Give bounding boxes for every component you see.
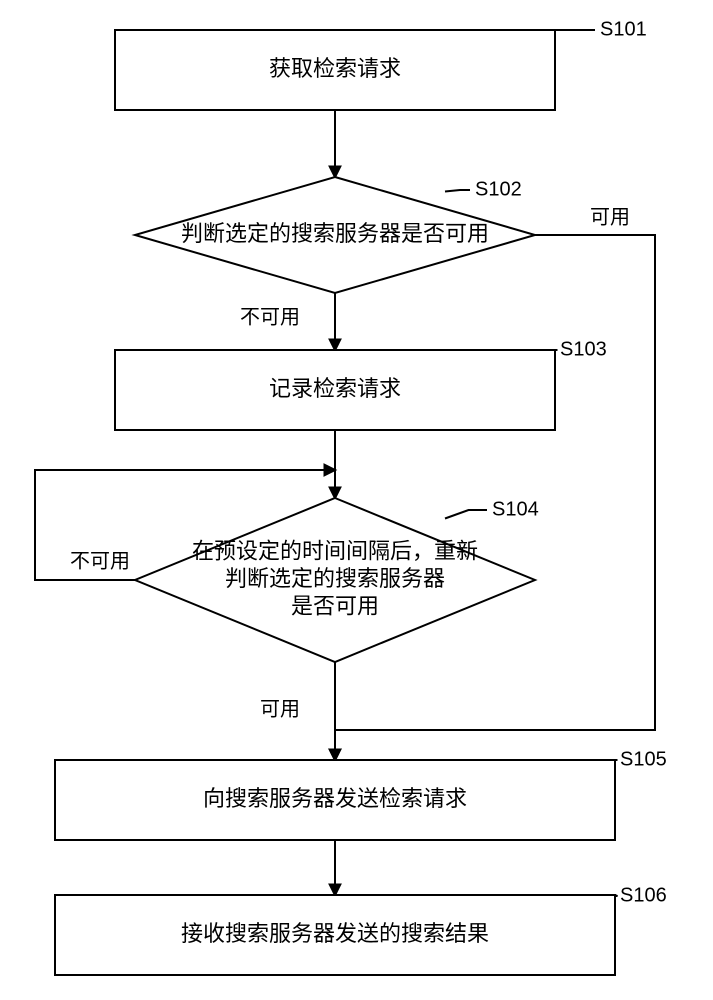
step-label-s102: S102	[475, 178, 522, 200]
process-text-s105: 向搜索服务器发送检索请求	[203, 786, 467, 811]
edge-label: 可用	[590, 206, 630, 228]
process-text-s103: 记录检索请求	[269, 376, 401, 401]
step-label-s101: S101	[600, 18, 647, 40]
edge-label: 不可用	[70, 550, 130, 572]
step-label-s105: S105	[620, 748, 667, 770]
process-text-s101: 获取检索请求	[269, 56, 401, 81]
edge-label: 可用	[260, 698, 300, 720]
step-label-s104: S104	[492, 498, 539, 520]
flowchart-canvas: 不可用可用不可用可用获取检索请求S101判断选定的搜索服务器是否可用S102记录…	[0, 0, 713, 1000]
label-leader-s102	[445, 190, 470, 192]
process-text-s106: 接收搜索服务器发送的搜索结果	[181, 921, 489, 946]
label-leader-s104	[445, 510, 487, 519]
step-label-s106: S106	[620, 884, 667, 906]
label-leader-s106	[615, 895, 618, 896]
edge-label: 不可用	[240, 306, 300, 328]
decision-text-s102: 判断选定的搜索服务器是否可用	[181, 221, 489, 246]
step-label-s103: S103	[560, 338, 607, 360]
